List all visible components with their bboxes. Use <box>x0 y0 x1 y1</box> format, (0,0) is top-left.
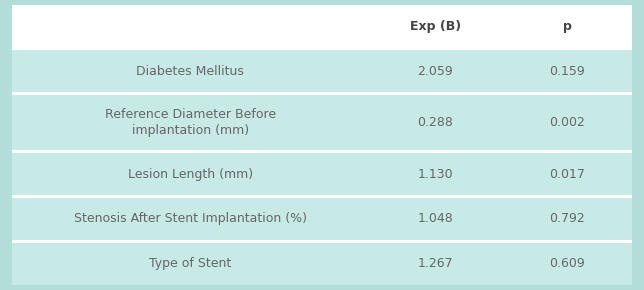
Bar <box>12 95 632 151</box>
Text: Diabetes Mellitus: Diabetes Mellitus <box>136 64 244 77</box>
Bar <box>12 195 632 198</box>
Bar <box>12 240 632 243</box>
Bar <box>12 92 632 95</box>
Bar <box>12 198 632 240</box>
Text: Lesion Length (mm): Lesion Length (mm) <box>128 168 252 181</box>
Text: 1.267: 1.267 <box>417 257 453 270</box>
Text: 1.130: 1.130 <box>417 168 453 181</box>
Text: 0.159: 0.159 <box>549 64 585 77</box>
Bar <box>12 50 632 92</box>
Text: p: p <box>563 20 572 33</box>
Text: 2.059: 2.059 <box>417 64 453 77</box>
Text: 0.792: 0.792 <box>549 213 585 226</box>
Text: Stenosis After Stent Implantation (%): Stenosis After Stent Implantation (%) <box>73 213 307 226</box>
Bar <box>12 153 632 195</box>
Text: 0.017: 0.017 <box>549 168 585 181</box>
Bar <box>12 47 632 50</box>
Bar <box>12 5 632 47</box>
Text: Reference Diameter Before
implantation (mm): Reference Diameter Before implantation (… <box>104 108 276 137</box>
Bar <box>12 243 632 285</box>
Text: 0.609: 0.609 <box>549 257 585 270</box>
Text: 0.002: 0.002 <box>549 116 585 129</box>
Text: 0.288: 0.288 <box>417 116 453 129</box>
Text: Exp (B): Exp (B) <box>410 20 461 33</box>
Text: 1.048: 1.048 <box>417 213 453 226</box>
Bar <box>12 151 632 153</box>
Text: Type of Stent: Type of Stent <box>149 257 231 270</box>
